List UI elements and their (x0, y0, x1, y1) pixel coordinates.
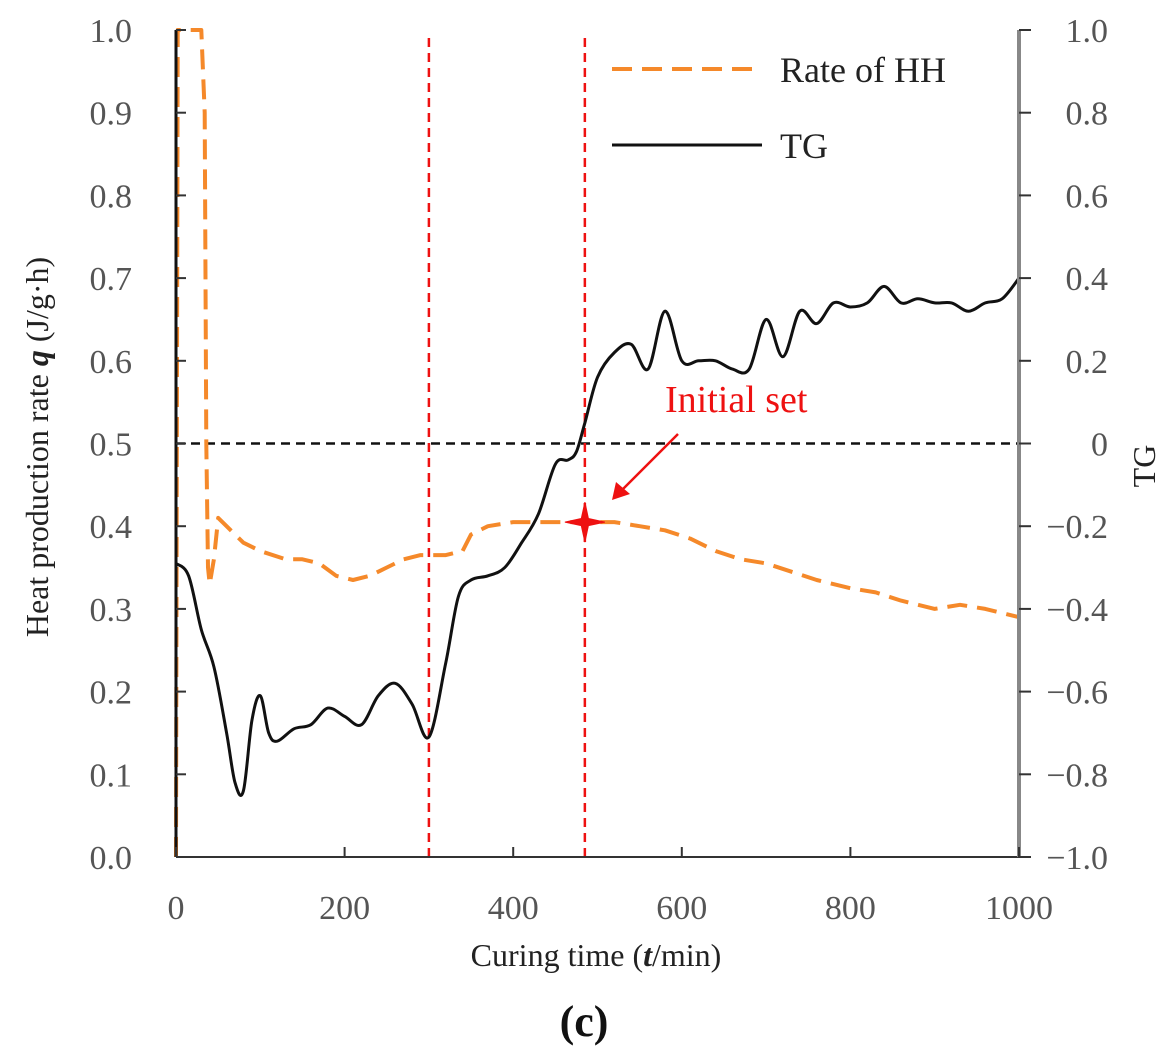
y-left-tick-label: 0.2 (90, 675, 133, 712)
annotation-arrow-shaft (619, 433, 679, 493)
x-tick-label: 200 (319, 890, 370, 927)
y-right-tick-label: 0 (1091, 427, 1108, 464)
x-tick-label: 800 (825, 890, 876, 927)
legend: Rate of HH TG (612, 50, 946, 166)
y-left-tick-label: 0.1 (90, 757, 133, 794)
legend-label-tg: TG (780, 126, 828, 166)
y-right-tick-label: −0.2 (1046, 509, 1108, 546)
y-axis-right-title: TG (1126, 445, 1162, 488)
y-right-tick-label: 0.8 (1066, 96, 1109, 133)
y-left-tick-label: 0.5 (90, 427, 133, 464)
x-axis-title: Curing time (t/min) (471, 937, 722, 973)
y-left-tick-label: 0.0 (90, 840, 133, 877)
x-axis-title-italic: t (643, 937, 653, 973)
y-left-tick-label: 0.9 (90, 96, 133, 133)
y-left-tick-label: 1.0 (90, 13, 133, 50)
legend-label-rate-of-hh: Rate of HH (780, 50, 946, 90)
y-left-tick-label: 0.4 (90, 509, 133, 546)
y-right-tick-label: 0.4 (1066, 261, 1109, 298)
y-left-tick-label: 0.3 (90, 592, 133, 629)
annotation-initial-set-label: Initial set (665, 379, 808, 421)
x-axis-title-part-1: Curing time ( (471, 937, 643, 973)
series-tg-line (174, 277, 1021, 797)
y-right-tick-label: 1.0 (1066, 13, 1109, 50)
y-axis-left-title-part-3: (J/g·h) (19, 257, 55, 350)
x-tick-label: 400 (488, 890, 539, 927)
y-axis-left-title-italic: q (19, 350, 55, 366)
y-right-tick-label: 0.2 (1066, 344, 1109, 381)
y-right-tick-label: 0.6 (1066, 178, 1109, 215)
x-tick-label: 0 (168, 890, 185, 927)
y-right-tick-label: −0.4 (1046, 592, 1108, 629)
y-right-tick-label: −1.0 (1046, 840, 1108, 877)
y-axis-left-title: Heat production rate q (J/g·h) (19, 257, 55, 637)
y-left-tick-label: 0.8 (90, 178, 133, 215)
x-tick-label: 600 (656, 890, 707, 927)
y-right-tick-label: −0.8 (1046, 757, 1108, 794)
series-rate-of-hh-line (174, 28, 1020, 858)
y-left-tick-label: 0.7 (90, 261, 133, 298)
x-tick-label: 1000 (985, 890, 1053, 927)
annotation-star-marker (564, 501, 606, 543)
y-left-tick-label: 0.6 (90, 344, 133, 381)
y-axis-left-title-part-1: Heat production rate (19, 366, 55, 637)
annotation-arrow-head (612, 482, 630, 500)
x-axis-title-part-3: /min) (652, 937, 721, 973)
panel-label: (c) (560, 997, 609, 1046)
y-right-tick-label: −0.6 (1046, 675, 1108, 712)
